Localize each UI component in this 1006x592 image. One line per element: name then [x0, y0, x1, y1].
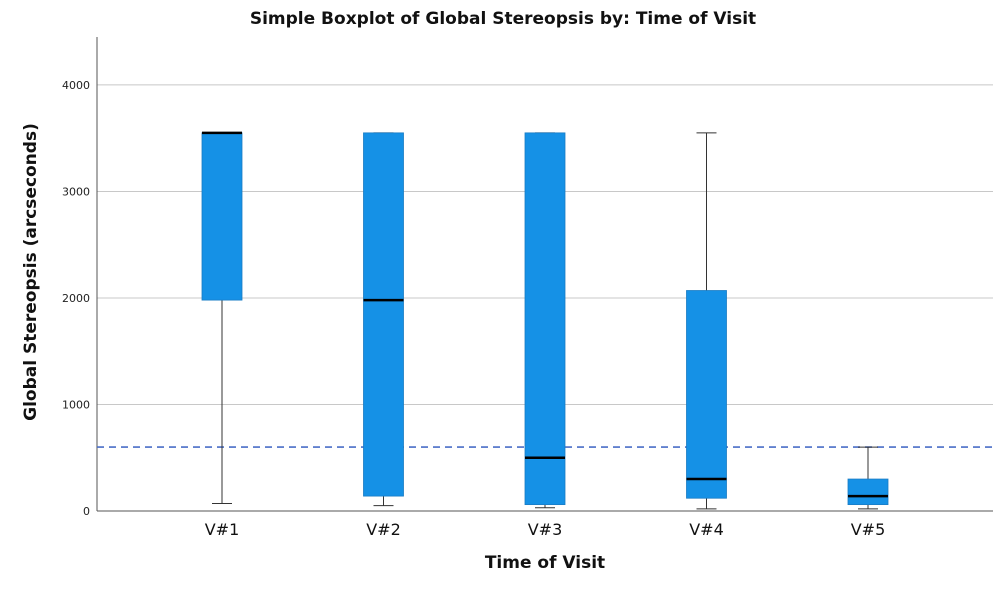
box-5: [847, 478, 889, 506]
box-3: [524, 132, 566, 506]
x-tick-label-2: V#2: [366, 520, 401, 539]
box-1: [201, 132, 243, 301]
y-tick-label-2000: 2000: [62, 292, 90, 305]
box-4: [686, 290, 727, 499]
x-tick-label-1: V#1: [205, 520, 240, 539]
box-2: [363, 132, 404, 497]
x-axis-label: Time of Visit: [484, 553, 606, 573]
x-tick-label-3: V#3: [528, 520, 563, 539]
y-tick-label-1000: 1000: [62, 398, 90, 411]
y-tick-label-4000: 4000: [62, 79, 90, 92]
y-tick-label-0: 0: [83, 505, 90, 518]
chart-title: Simple Boxplot of Global Stereopsis by: …: [249, 9, 757, 29]
x-tick-label-5: V#5: [851, 520, 886, 539]
x-tick-label-4: V#4: [689, 520, 724, 539]
y-tick-label-3000: 3000: [62, 185, 90, 198]
